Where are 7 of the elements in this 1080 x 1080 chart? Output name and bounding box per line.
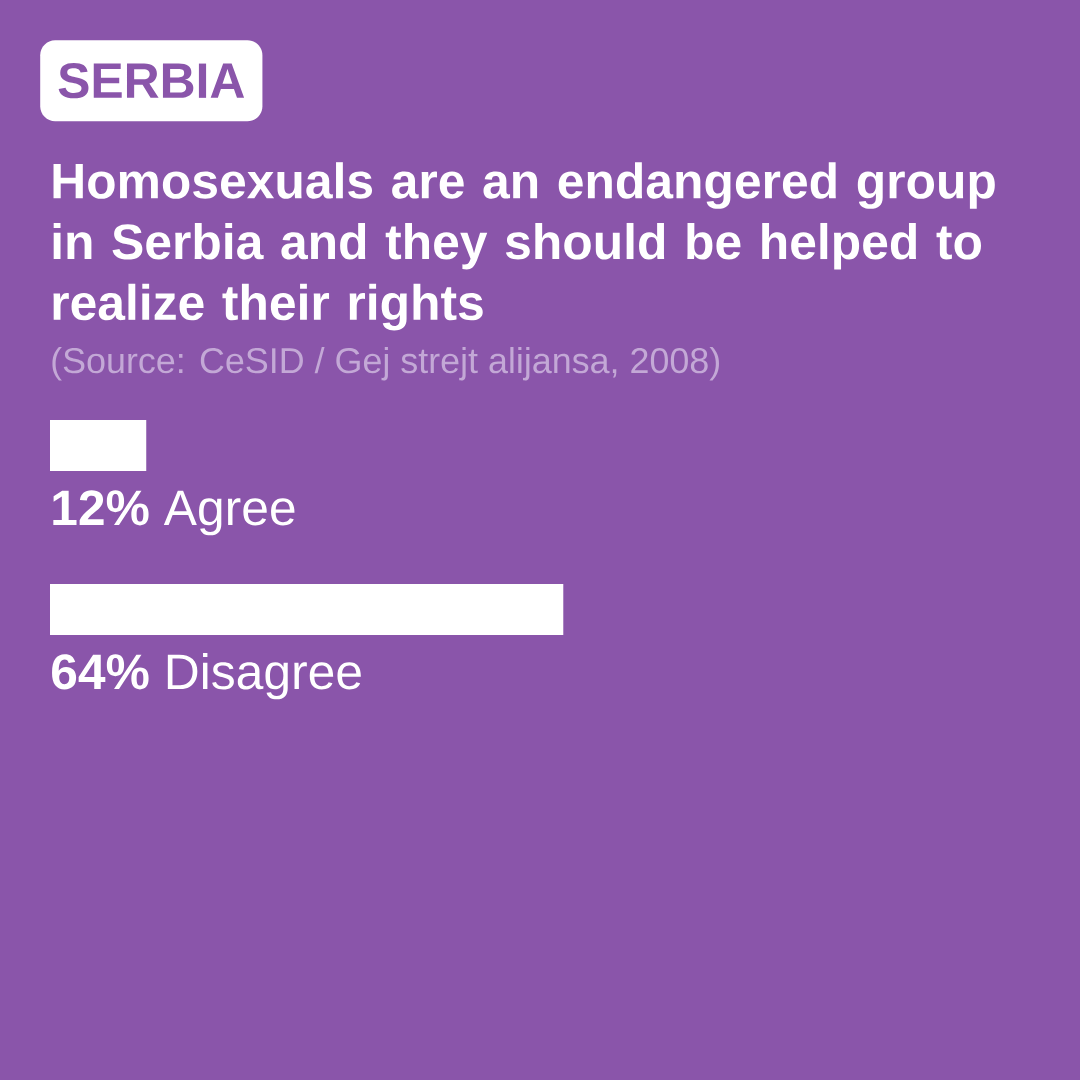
text: (Source: CeSID / Gej strejt alijansa, 2008) xyxy=(52,347,719,381)
chart-title: Homosexuals are an endangered group in Serbia and they should be helped to realize their rights xyxy=(53,162,995,331)
data-label: 64% xyxy=(52,654,149,690)
y-tick-label: Agree xyxy=(163,490,295,536)
data-label: 12% xyxy=(53,490,149,526)
text: SERBIA xyxy=(58,63,245,99)
y-tick-label: Disagree xyxy=(167,652,361,700)
